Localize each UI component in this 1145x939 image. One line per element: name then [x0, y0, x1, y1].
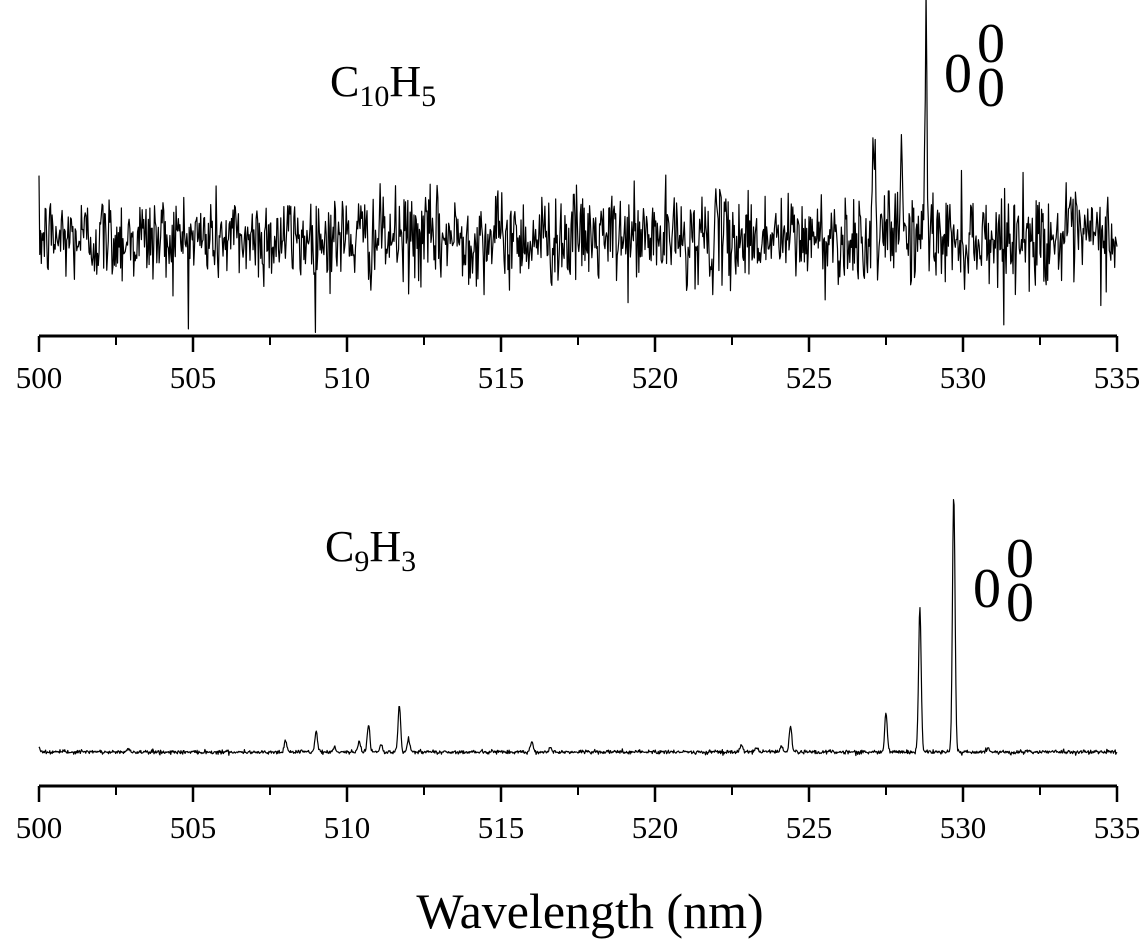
x-tick-label: 525 [786, 810, 833, 845]
bottom-band-label-superscript: 0 [1006, 528, 1034, 590]
x-tick-label: 525 [786, 360, 833, 395]
x-tick-label: 535 [1094, 810, 1141, 845]
bottom-band-label-main: 0 [973, 558, 1001, 620]
x-tick-label: 515 [478, 810, 525, 845]
top-band-label-subscript: 0 [977, 57, 1005, 119]
top-panel: 500 505 510 515 520 525 530 535 C10H5 0 0 0 [16, 0, 1141, 395]
x-tick-label: 530 [940, 810, 987, 845]
x-tick-label: 505 [170, 360, 217, 395]
c10h5-species-label: C10H5 [330, 57, 436, 113]
bottom-panel: 500 505 510 515 520 525 530 535 C9H3 0 0 0 [16, 498, 1141, 845]
c9h3-spectrum-trace [38, 498, 1118, 757]
top-origin-band-label: 0 0 0 [944, 13, 1005, 119]
x-tick-label: 500 [16, 360, 63, 395]
top-band-label-superscript: 0 [977, 13, 1005, 75]
bottom-band-label-subscript: 0 [1006, 572, 1034, 634]
x-tick-label: 535 [1094, 360, 1141, 395]
x-tick-label: 505 [170, 810, 217, 845]
x-tick-label: 510 [324, 810, 371, 845]
c10h5-spectrum-trace [38, 0, 1118, 333]
bottom-origin-band-label: 0 0 0 [973, 528, 1034, 634]
bottom-x-axis: 500 505 510 515 520 525 530 535 [16, 784, 1141, 845]
x-tick-label: 510 [324, 360, 371, 395]
x-tick-label: 530 [940, 360, 987, 395]
top-x-axis: 500 505 510 515 520 525 530 535 [16, 334, 1141, 395]
x-tick-label: 500 [16, 810, 63, 845]
c9h3-species-label: C9H3 [325, 522, 416, 578]
x-tick-label: 520 [632, 360, 679, 395]
top-band-label-main: 0 [944, 43, 972, 105]
x-tick-label: 520 [632, 810, 679, 845]
x-tick-label: 515 [478, 360, 525, 395]
x-axis-label: Wavelength (nm) [416, 883, 763, 939]
